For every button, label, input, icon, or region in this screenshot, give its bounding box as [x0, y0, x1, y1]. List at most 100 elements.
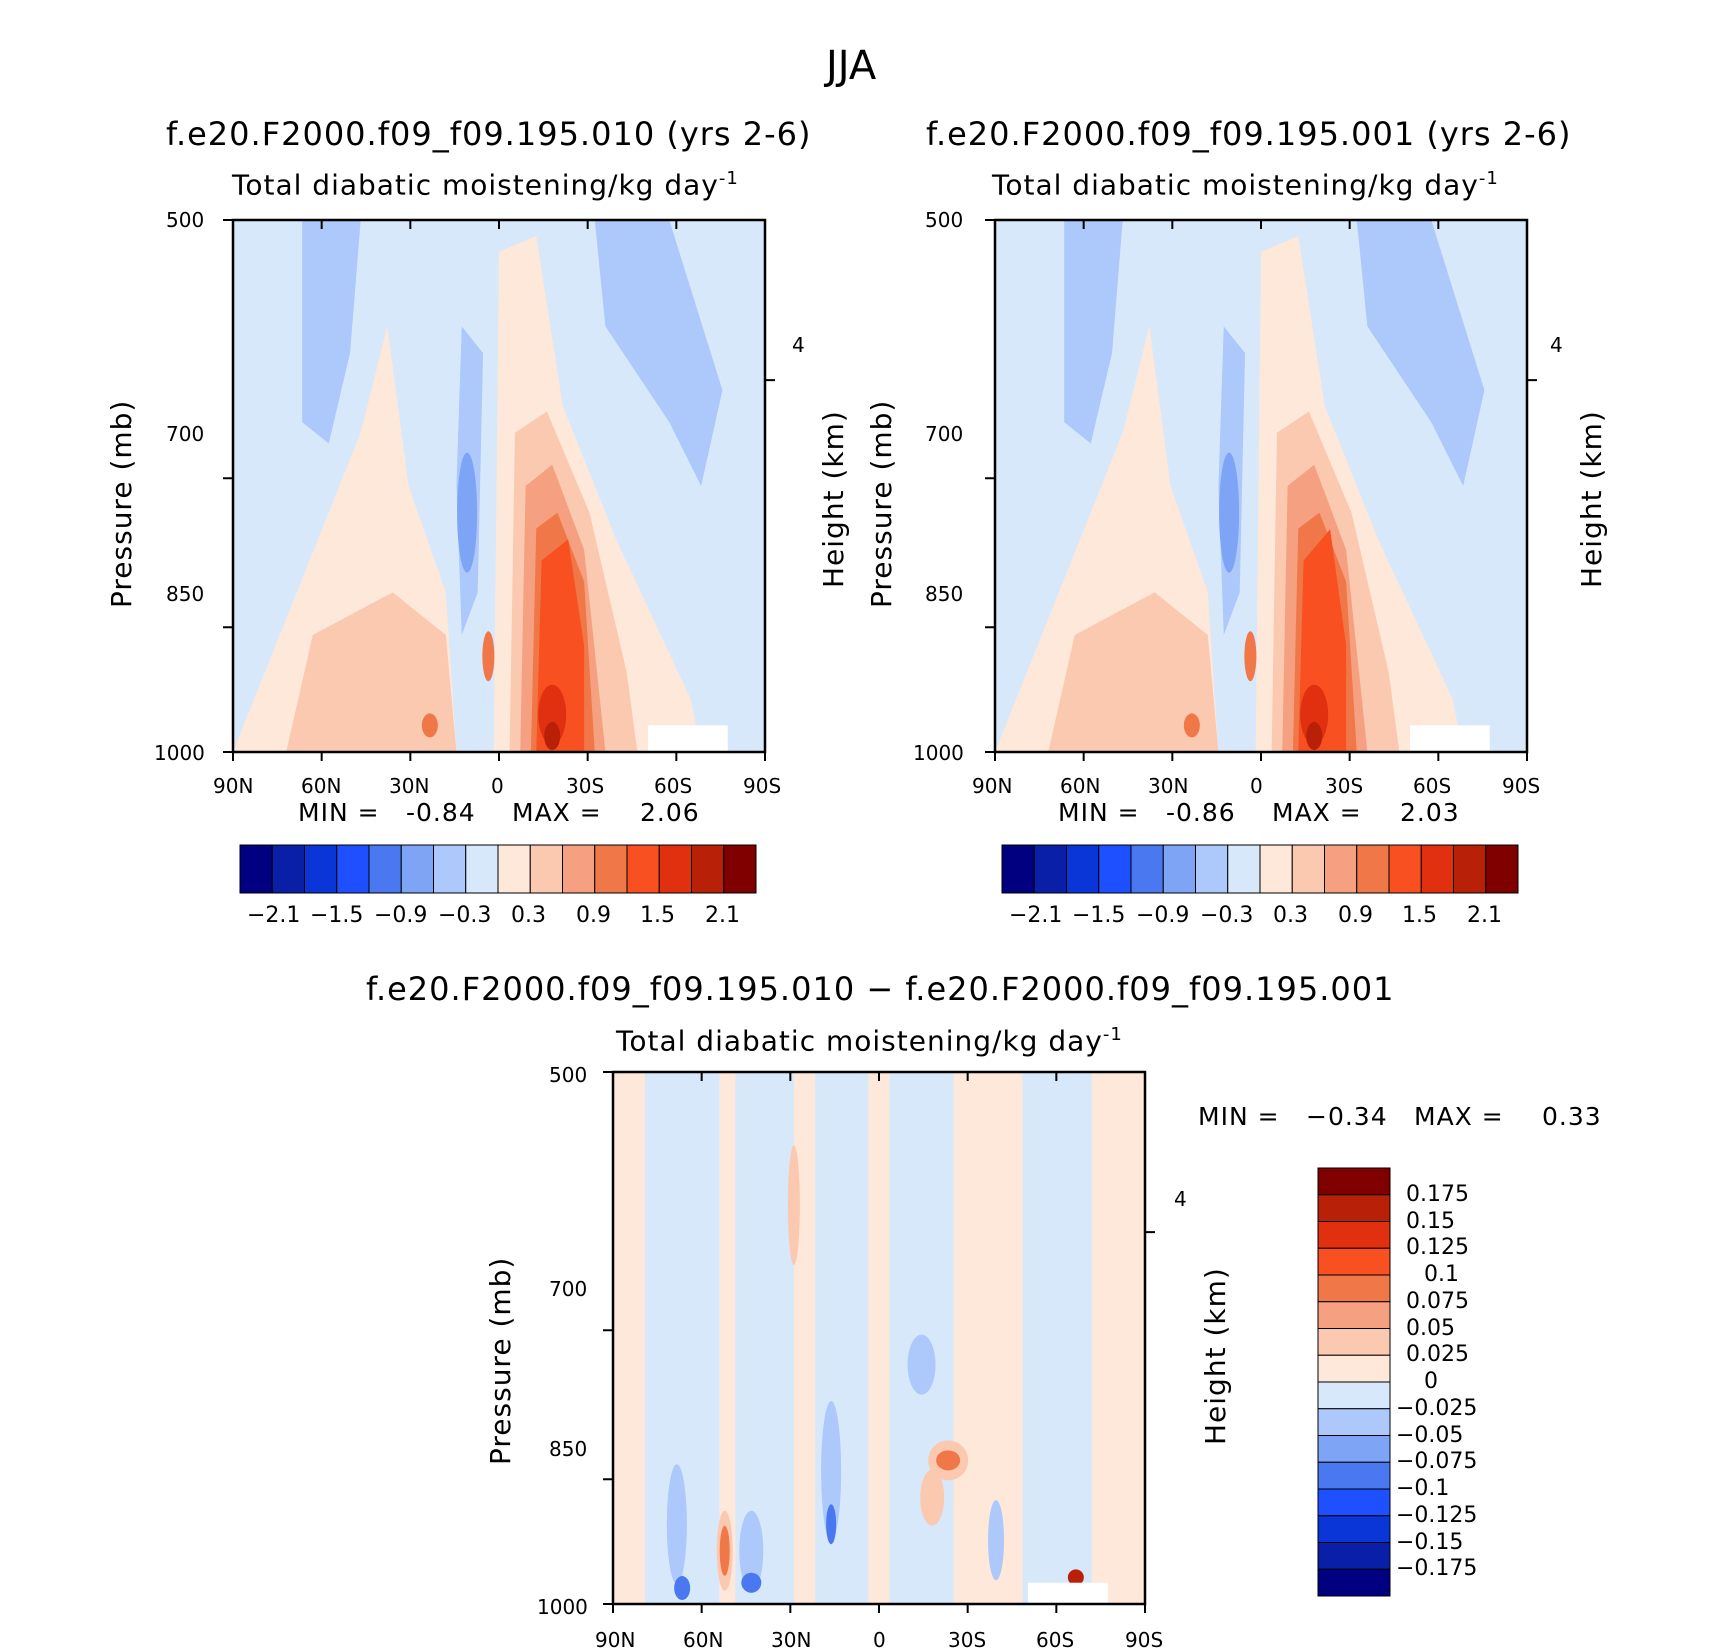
colorbar-swatch — [1317, 1301, 1391, 1329]
negative-region — [594, 220, 723, 486]
negative-core — [674, 1576, 691, 1601]
panel2-ytick-850: 850 — [925, 582, 964, 606]
panel1-ytick-500: 500 — [166, 208, 205, 232]
panel2-min-label: MIN = — [1058, 798, 1140, 827]
panel1-colorbar-tick: −2.1 — [247, 903, 301, 928]
colorbar-swatch — [1317, 1354, 1391, 1383]
panel2-right-tick-4: 4 — [1550, 333, 1563, 357]
panel3-title: f.e20.F2000.f09_f09.195.010 − f.e20.F200… — [366, 970, 1395, 1008]
colorbar-swatch — [1317, 1542, 1391, 1570]
negative-core — [826, 1504, 837, 1545]
colorbar-swatch — [1453, 844, 1487, 894]
panel2-xtick: 30N — [1148, 774, 1189, 798]
negative-patch — [907, 1334, 936, 1395]
panel1-title: f.e20.F2000.f09_f09.195.010 (yrs 2-6) — [166, 115, 812, 153]
panel1-xtick: 30N — [389, 774, 430, 798]
panel2-xtick: 90N — [972, 774, 1013, 798]
panel2-variable-title: Total diabatic moistening/kg day-1 — [992, 170, 1499, 199]
positive-core — [936, 1450, 961, 1471]
panel3-colorbar-tick: −0.1 — [1396, 1476, 1450, 1501]
colorbar-swatch — [1317, 1328, 1391, 1356]
panel1-ytick-700: 700 — [166, 422, 205, 446]
panel2-min-value: -0.86 — [1166, 798, 1236, 827]
negative-region — [1064, 220, 1123, 444]
positive-core — [544, 722, 561, 751]
panel3-colorbar-tick: −0.025 — [1396, 1395, 1478, 1421]
negative-patch — [739, 1510, 764, 1591]
panel1-colorbar-tick: −0.3 — [438, 903, 492, 928]
colorbar-swatch — [1317, 1408, 1391, 1436]
colorbar-swatch — [400, 844, 434, 894]
panel3-colorbar-tick: −0.075 — [1396, 1449, 1478, 1475]
panel1-right-tick-4: 4 — [792, 333, 805, 357]
colorbar-swatch — [239, 844, 273, 894]
colorbar-swatch — [1317, 1167, 1391, 1196]
panel1-contour-field — [233, 220, 765, 752]
negative-patch — [988, 1500, 1005, 1581]
colorbar-swatch — [497, 844, 531, 894]
panel2-colorbar-tick: −0.3 — [1200, 903, 1254, 928]
panel3-ytick-700: 700 — [549, 1277, 588, 1301]
panel1-colorbar-tick: 0.9 — [576, 903, 611, 928]
positive-patch — [920, 1469, 945, 1526]
panel1-variable-text: Total diabatic moistening/kg day — [232, 168, 719, 202]
panel3-min-label: MIN = — [1198, 1102, 1280, 1131]
colorbar-swatch — [1098, 844, 1132, 894]
negative-band — [735, 1072, 794, 1604]
positive-region — [1048, 592, 1219, 752]
negative-core — [1219, 452, 1240, 573]
panel3-colorbar-tick: 0.15 — [1406, 1208, 1455, 1234]
panel1-max-label: MAX = — [512, 798, 602, 827]
panel3-variable-exponent: -1 — [1102, 1024, 1123, 1045]
negative-core — [741, 1572, 762, 1593]
panel3-colorbar-tick: 0.075 — [1406, 1288, 1469, 1314]
panel3-max-label: MAX = — [1414, 1102, 1504, 1131]
panel3-colorbar-tick: 0 — [1424, 1369, 1438, 1394]
colorbar-swatch — [1317, 1247, 1391, 1276]
positive-core — [1183, 713, 1200, 738]
colorbar-swatch — [1420, 844, 1454, 894]
panel3-min-value: −0.34 — [1306, 1102, 1388, 1131]
panel3-colorbar-tick: 0.05 — [1406, 1315, 1455, 1341]
panel2-colorbar-tick: −2.1 — [1009, 903, 1063, 928]
missing-data — [1409, 725, 1490, 752]
colorbar-swatch — [1130, 844, 1164, 894]
colorbar-swatch — [723, 844, 757, 894]
panel1-min-label: MIN = — [298, 798, 380, 827]
panel1-xtick: 60N — [301, 774, 342, 798]
colorbar-swatch — [1485, 844, 1519, 894]
panel2-xtick: 30S — [1325, 774, 1364, 798]
panel1-max-value: 2.06 — [640, 798, 700, 827]
panel2-xtick: 90S — [1502, 774, 1541, 798]
panel2-xtick: 0 — [1250, 774, 1263, 798]
colorbar-swatch — [1317, 1194, 1391, 1222]
colorbar-swatch — [658, 844, 692, 894]
panel1-variable-title: Total diabatic moistening/kg day-1 — [232, 170, 739, 199]
positive-core — [719, 1525, 730, 1576]
positive-core — [1306, 722, 1323, 751]
panel2-ytick-1000: 1000 — [913, 741, 964, 765]
negative-band — [1022, 1072, 1092, 1604]
colorbar-swatch — [1001, 844, 1035, 894]
panel3-variable-title: Total diabatic moistening/kg day-1 — [616, 1026, 1123, 1055]
panel1-xtick: 90N — [213, 774, 254, 798]
colorbar-swatch — [1033, 844, 1067, 894]
panel1-xtick: 60S — [654, 774, 693, 798]
negative-region — [1356, 220, 1485, 486]
colorbar-swatch — [1317, 1381, 1391, 1410]
colorbar-swatch — [691, 844, 725, 894]
panel3-contour-field — [613, 1072, 1145, 1604]
missing-data — [647, 725, 728, 752]
panel2-colorbar-tick: −0.9 — [1136, 903, 1190, 928]
colorbar-swatch — [1317, 1461, 1391, 1490]
panel2-max-value: 2.03 — [1400, 798, 1460, 827]
panel2-colorbar-tick: 1.5 — [1402, 903, 1437, 928]
panel3-colorbar-tick: 0.175 — [1406, 1181, 1469, 1207]
panel1-min-value: -0.84 — [406, 798, 476, 827]
panel3-max-value: 0.33 — [1542, 1102, 1602, 1131]
panel1-xtick: 30S — [566, 774, 605, 798]
panel2-ytick-700: 700 — [925, 422, 964, 446]
panel3-ytick-850: 850 — [549, 1437, 588, 1461]
panel1-colorbar-tick: −1.5 — [310, 903, 364, 928]
panel2-ytick-500: 500 — [925, 208, 964, 232]
